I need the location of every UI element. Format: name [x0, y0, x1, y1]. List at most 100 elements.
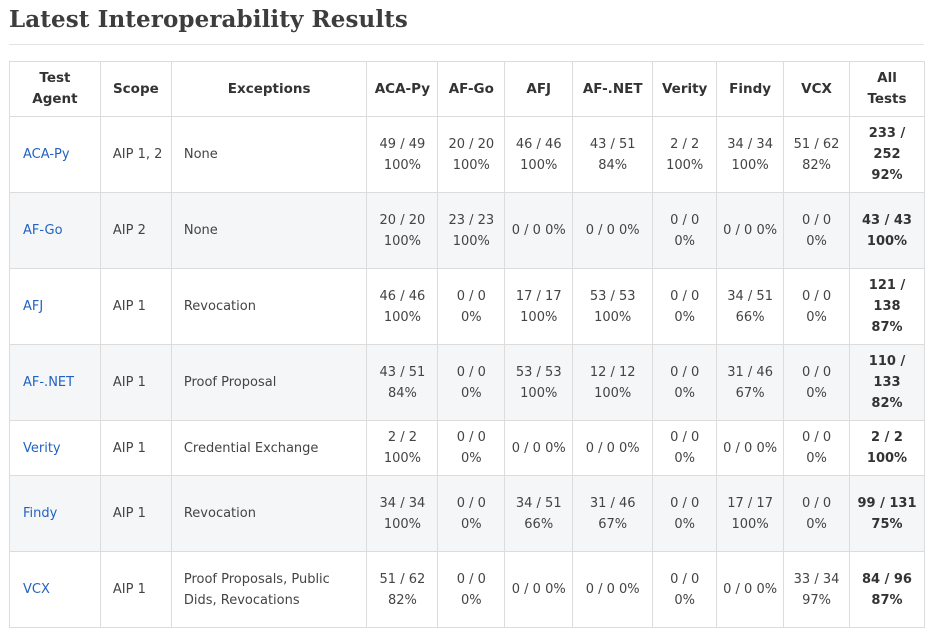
exceptions-cell: Credential Exchange: [170, 420, 368, 476]
result-cell-all: 99 / 131 75%: [848, 475, 926, 552]
agent-cell[interactable]: AF-.NET: [9, 344, 101, 421]
scope-cell: AIP 1: [99, 475, 172, 552]
result-cell-acapy: 20 / 20 100%: [366, 192, 439, 269]
table-row: Findy AIP 1 Revocation 34 / 34 100% 0 / …: [9, 475, 926, 552]
result-cell-afgo: 20 / 20 100%: [437, 116, 506, 193]
exceptions-cell: Revocation: [170, 268, 368, 345]
result-cell-afj: 34 / 51 66%: [504, 475, 574, 552]
exceptions-cell: Proof Proposal: [170, 344, 368, 421]
result-cell-afj: 0 / 0 0%: [504, 420, 574, 476]
result-cell-all: 43 / 43 100%: [848, 192, 926, 269]
agent-cell[interactable]: AF-Go: [9, 192, 101, 269]
page-title: Latest Interoperability Results: [9, 6, 408, 33]
header-afnet: AF-.NET: [572, 61, 654, 117]
result-cell-afnet: 53 / 53 100%: [572, 268, 654, 345]
result-cell-afgo: 0 / 0 0%: [437, 344, 506, 421]
agent-cell[interactable]: VCX: [9, 551, 101, 628]
agent-link[interactable]: Findy: [23, 506, 58, 521]
exceptions-cell: None: [170, 192, 368, 269]
result-cell-acapy: 49 / 49 100%: [366, 116, 439, 193]
result-cell-vcx: 0 / 0 0%: [783, 475, 850, 552]
agent-cell[interactable]: Findy: [9, 475, 101, 552]
result-cell-verity: 2 / 2 100%: [652, 116, 718, 193]
result-cell-findy: 17 / 17 100%: [716, 475, 785, 552]
agent-link[interactable]: AF-.NET: [23, 375, 75, 390]
result-cell-afj: 17 / 17 100%: [504, 268, 574, 345]
result-cell-all: 2 / 2 100%: [848, 420, 926, 476]
result-cell-all: 233 / 252 92%: [848, 116, 926, 193]
result-cell-findy: 31 / 46 67%: [716, 344, 785, 421]
header-test-agent: Test Agent: [9, 61, 101, 117]
header-all-tests: All Tests: [848, 61, 926, 117]
result-cell-all: 121 / 138 87%: [848, 268, 926, 345]
scope-cell: AIP 1: [99, 268, 172, 345]
result-cell-verity: 0 / 0 0%: [652, 344, 718, 421]
scope-cell: AIP 1: [99, 420, 172, 476]
header-exceptions: Exceptions: [170, 61, 368, 117]
result-cell-all: 110 / 133 82%: [848, 344, 926, 421]
header-scope: Scope: [99, 61, 172, 117]
table-row: VCX AIP 1 Proof Proposals, Public Dids, …: [9, 551, 926, 628]
result-cell-afnet: 0 / 0 0%: [572, 420, 654, 476]
result-cell-afgo: 0 / 0 0%: [437, 551, 506, 628]
agent-cell[interactable]: ACA-Py: [9, 116, 101, 193]
agent-link[interactable]: AFJ: [23, 299, 44, 314]
result-cell-afgo: 0 / 0 0%: [437, 475, 506, 552]
result-cell-vcx: 0 / 0 0%: [783, 344, 850, 421]
title-divider: [9, 44, 924, 45]
scope-cell: AIP 1: [99, 551, 172, 628]
agent-cell[interactable]: AFJ: [9, 268, 101, 345]
result-cell-afnet: 0 / 0 0%: [572, 551, 654, 628]
result-cell-verity: 0 / 0 0%: [652, 551, 718, 628]
exceptions-cell: Proof Proposals, Public Dids, Revocation…: [170, 551, 368, 628]
result-cell-afj: 53 / 53 100%: [504, 344, 574, 421]
result-cell-acapy: 43 / 51 84%: [366, 344, 439, 421]
table-row: AFJ AIP 1 Revocation 46 / 46 100% 0 / 0 …: [9, 268, 926, 345]
agent-link[interactable]: Verity: [23, 440, 61, 456]
exceptions-cell: None: [170, 116, 368, 193]
exceptions-cell: Revocation: [170, 475, 368, 552]
agent-link[interactable]: AF-Go: [23, 223, 63, 238]
result-cell-findy: 0 / 0 0%: [716, 551, 785, 628]
scope-cell: AIP 1, 2: [99, 116, 172, 193]
scope-cell: AIP 2: [99, 192, 172, 269]
result-cell-vcx: 33 / 34 97%: [783, 551, 850, 628]
result-cell-vcx: 0 / 0 0%: [783, 420, 850, 476]
result-cell-afnet: 31 / 46 67%: [572, 475, 654, 552]
result-cell-afgo: 23 / 23 100%: [437, 192, 506, 269]
result-cell-afj: 46 / 46 100%: [504, 116, 574, 193]
table-row: AF-.NET AIP 1 Proof Proposal 43 / 51 84%…: [9, 344, 926, 421]
result-cell-acapy: 2 / 2 100%: [366, 420, 439, 476]
header-acapy: ACA-Py: [366, 61, 439, 117]
header-findy: Findy: [716, 61, 785, 117]
header-vcx: VCX: [783, 61, 850, 117]
result-cell-afnet: 43 / 51 84%: [572, 116, 654, 193]
table-header-row: Test Agent Scope Exceptions ACA-Py AF-Go…: [9, 61, 926, 117]
result-cell-afgo: 0 / 0 0%: [437, 420, 506, 476]
agent-cell[interactable]: Verity: [9, 420, 101, 476]
result-cell-acapy: 34 / 34 100%: [366, 475, 439, 552]
agent-link[interactable]: ACA-Py: [23, 147, 70, 162]
result-cell-findy: 0 / 0 0%: [716, 420, 785, 476]
result-cell-verity: 0 / 0 0%: [652, 268, 718, 345]
result-cell-findy: 34 / 34 100%: [716, 116, 785, 193]
agent-link[interactable]: VCX: [23, 582, 50, 597]
result-cell-verity: 0 / 0 0%: [652, 192, 718, 269]
result-cell-findy: 34 / 51 66%: [716, 268, 785, 345]
result-cell-afgo: 0 / 0 0%: [437, 268, 506, 345]
result-cell-afj: 0 / 0 0%: [504, 192, 574, 269]
result-cell-acapy: 51 / 62 82%: [366, 551, 439, 628]
table-row: ACA-Py AIP 1, 2 None 49 / 49 100% 20 / 2…: [9, 116, 926, 193]
result-cell-afnet: 12 / 12 100%: [572, 344, 654, 421]
table-row: Verity AIP 1 Credential Exchange 2 / 2 1…: [9, 420, 926, 476]
table-row: AF-Go AIP 2 None 20 / 20 100% 23 / 23 10…: [9, 192, 926, 269]
scope-cell: AIP 1: [99, 344, 172, 421]
result-cell-afj: 0 / 0 0%: [504, 551, 574, 628]
result-cell-vcx: 0 / 0 0%: [783, 192, 850, 269]
result-cell-verity: 0 / 0 0%: [652, 475, 718, 552]
result-cell-verity: 0 / 0 0%: [652, 420, 718, 476]
result-cell-all: 84 / 96 87%: [848, 551, 926, 628]
result-cell-vcx: 0 / 0 0%: [783, 268, 850, 345]
result-cell-findy: 0 / 0 0%: [716, 192, 785, 269]
result-cell-vcx: 51 / 62 82%: [783, 116, 850, 193]
